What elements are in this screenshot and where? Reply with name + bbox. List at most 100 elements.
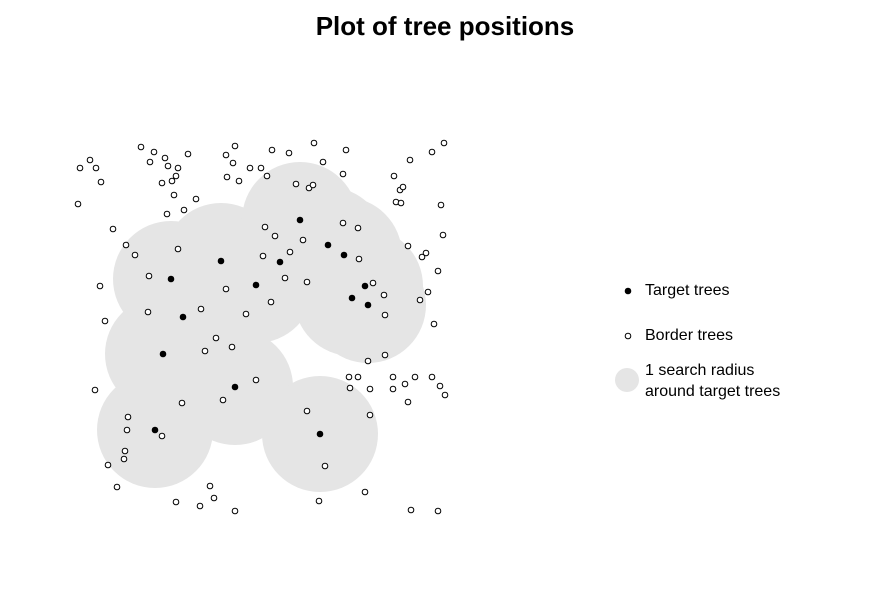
target-tree (231, 383, 239, 391)
legend-marker (624, 287, 632, 295)
border-tree (158, 432, 166, 440)
border-tree (399, 183, 407, 191)
chart-title: Plot of tree positions (316, 11, 575, 41)
border-tree (76, 164, 84, 172)
border-tree (174, 164, 182, 172)
border-tree (380, 291, 388, 299)
border-tree (222, 285, 230, 293)
border-tree (366, 385, 374, 393)
border-tree (144, 308, 152, 316)
border-tree (404, 242, 412, 250)
target-tree (296, 216, 304, 224)
border-tree (440, 139, 448, 147)
border-tree (235, 177, 243, 185)
target-tree (361, 282, 369, 290)
border-tree (219, 396, 227, 404)
border-tree (439, 231, 447, 239)
legend: Target trees Border trees 1 search radius a… (615, 282, 780, 400)
target-tree (324, 241, 332, 249)
border-tree (172, 172, 180, 180)
border-tree (137, 143, 145, 151)
target-tree (252, 281, 260, 289)
border-tree (91, 386, 99, 394)
border-tree (261, 223, 269, 231)
border-tree (242, 310, 250, 318)
target-tree (276, 258, 284, 266)
border-tree (74, 200, 82, 208)
border-tree (434, 507, 442, 515)
border-tree (109, 225, 117, 233)
border-tree (397, 199, 405, 207)
target-tree (159, 350, 167, 358)
border-tree (309, 181, 317, 189)
border-tree (163, 210, 171, 218)
border-tree (436, 382, 444, 390)
border-tree (246, 164, 254, 172)
border-tree (158, 179, 166, 187)
target-tree (316, 430, 324, 438)
border-tree (319, 158, 327, 166)
border-tree (271, 232, 279, 240)
border-tree (355, 255, 363, 263)
border-tree (210, 494, 218, 502)
border-tree (229, 159, 237, 167)
border-tree (404, 398, 412, 406)
target-tree (340, 251, 348, 259)
legend-label: Border trees (645, 327, 733, 344)
border-tree (407, 506, 415, 514)
border-tree (101, 317, 109, 325)
border-tree (145, 272, 153, 280)
border-tree (428, 148, 436, 156)
border-tree (342, 146, 350, 154)
border-tree (96, 282, 104, 290)
border-tree (192, 195, 200, 203)
border-tree (178, 399, 186, 407)
border-tree (113, 483, 121, 491)
border-tree (345, 373, 353, 381)
border-tree (161, 154, 169, 162)
border-tree (303, 407, 311, 415)
border-tree (104, 461, 112, 469)
border-tree (92, 164, 100, 172)
border-tree (303, 278, 311, 286)
border-tree (228, 343, 236, 351)
border-tree (437, 201, 445, 209)
border-tree (430, 320, 438, 328)
target-tree (364, 301, 372, 309)
border-tree (257, 164, 265, 172)
border-tree (180, 206, 188, 214)
border-tree (411, 373, 419, 381)
border-tree (285, 149, 293, 157)
target-tree (167, 275, 175, 283)
border-tree (212, 334, 220, 342)
border-tree (206, 482, 214, 490)
border-tree (281, 274, 289, 282)
border-tree (259, 252, 267, 260)
border-tree (441, 391, 449, 399)
border-tree (390, 172, 398, 180)
border-tree (170, 191, 178, 199)
border-tree (122, 241, 130, 249)
legend-label: 1 search radius around target trees (645, 362, 780, 400)
border-tree (197, 305, 205, 313)
border-tree (286, 248, 294, 256)
border-tree (299, 236, 307, 244)
border-tree (201, 347, 209, 355)
border-tree (164, 162, 172, 170)
border-tree (267, 298, 275, 306)
border-tree (424, 288, 432, 296)
border-tree (366, 411, 374, 419)
border-tree (131, 251, 139, 259)
target-tree (348, 294, 356, 302)
border-tree (123, 426, 131, 434)
border-tree (172, 498, 180, 506)
border-tree (428, 373, 436, 381)
border-tree (150, 148, 158, 156)
border-tree (124, 413, 132, 421)
border-tree (231, 507, 239, 515)
border-tree (97, 178, 105, 186)
border-tree (389, 373, 397, 381)
border-tree (268, 146, 276, 154)
target-tree (217, 257, 225, 265)
